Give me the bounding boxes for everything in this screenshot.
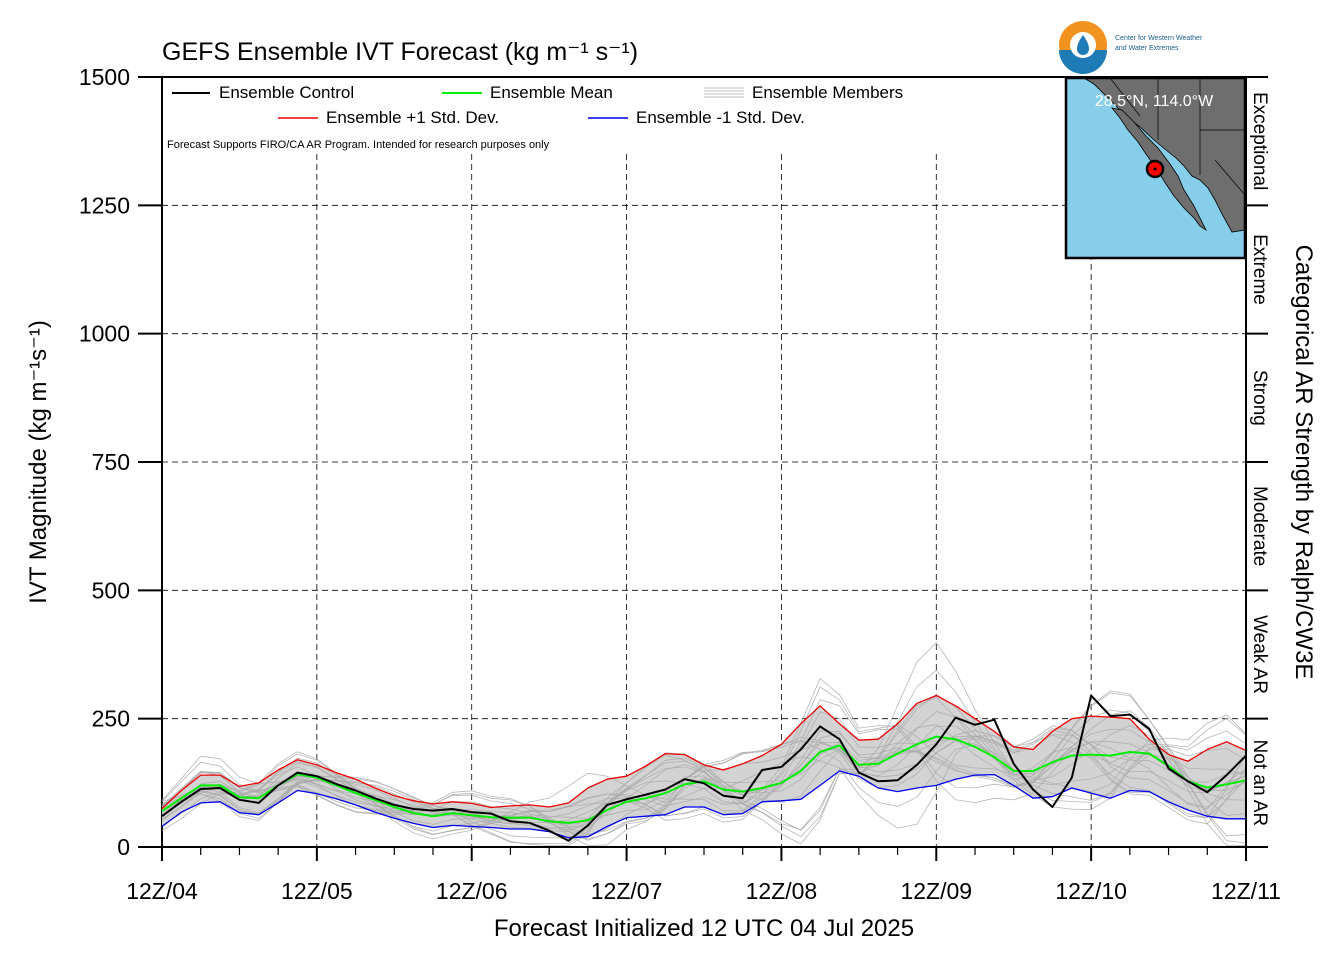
member-line [161,641,1246,846]
category-label: Exceptional [1249,92,1270,190]
y-tick-label: 1500 [79,64,130,90]
legend-mean-label: Ensemble Mean [490,83,613,102]
location-map-inset: 28.5°N, 114.0°W [1064,76,1247,260]
category-label: Extreme [1249,234,1270,305]
right-axis-label: Categorical AR Strength by Ralph/CW3E [1290,245,1317,680]
x-tick-label: 12Z/09 [900,878,972,904]
series-line-ensemble-control [161,694,1247,842]
y-tick-label: 1000 [79,321,130,347]
legend-swatch-members [704,87,744,98]
y-tick-label: 250 [92,706,130,732]
legend: Ensemble Control Ensemble Mean Ensemble … [172,83,903,127]
series-line-ensemble-mean [161,735,1247,824]
x-tick-label: 12Z/10 [1055,878,1127,904]
map-frame [1064,76,1247,260]
y-tick-label: 750 [92,449,130,475]
member-line [161,677,1247,845]
y-tick-label: 1250 [79,192,130,218]
logo-text-line1: Center for Western Weather [1115,35,1203,42]
x-tick-label: 12Z/05 [281,878,353,904]
x-tick-label: 12Z/04 [126,878,198,904]
member-line [161,728,1247,831]
member-line [161,690,1247,845]
legend-minus-label: Ensemble -1 Std. Dev. [636,108,805,127]
category-label: Moderate [1249,486,1270,566]
ar-category-axis: Not an AR Weak AR Moderate Strong Extreme Exc… [1245,76,1270,848]
legend-control-label: Ensemble Control [219,83,354,102]
y-axis-label: IVT Magnitude (kg m⁻¹s⁻¹) [25,320,52,604]
x-tick-label: 12Z/06 [436,878,508,904]
category-label: Weak AR [1249,615,1270,694]
y-tick-label: 0 [117,834,130,860]
x-tick-label: 12Z/11 [1211,878,1281,904]
x-tick-label: 12Z/07 [591,878,663,904]
member-line [161,669,1247,844]
member-line [161,686,1247,839]
y-tick-label: 500 [92,577,130,603]
legend-plus-label: Ensemble +1 Std. Dev. [326,108,499,127]
x-tick-label: 12Z/08 [746,878,818,904]
y-axis-ticks: 0 250 500 750 1000 1250 1500 [79,64,162,860]
disclaimer-note: Forecast Supports FIRO/CA AR Program. In… [167,139,550,151]
chart-title: GEFS Ensemble IVT Forecast (kg m⁻¹ s⁻¹) [162,38,638,66]
legend-members-label: Ensemble Members [752,83,903,102]
logo-text-line2: and Water Extremes [1115,45,1179,52]
category-label: Strong [1249,370,1270,426]
x-axis-ticks: 12Z/04 12Z/05 12Z/06 12Z/07 12Z/08 12Z/09 12Z/… [126,847,1281,904]
x-axis-label: Forecast Initialized 12 UTC 04 Jul 2025 [494,915,914,942]
water-drop-icon [1077,35,1089,55]
series-line-ensemble-1-std-dev- [161,694,1247,809]
category-label: Not an AR [1249,740,1270,827]
state-borders [1109,77,1246,196]
series-line-ensemble-1-std-dev- [161,770,1246,839]
series-lines [161,694,1247,842]
member-line [161,711,1247,825]
map-coordinate-label: 28.5°N, 114.0°W [1095,93,1214,110]
cw3e-logo: Center for Western Weather and Water Ext… [1059,21,1203,74]
